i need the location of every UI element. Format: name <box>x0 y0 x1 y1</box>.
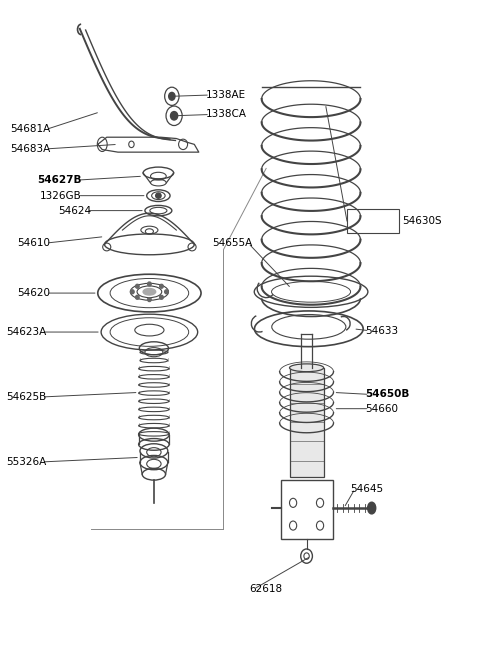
Ellipse shape <box>289 364 324 371</box>
Text: 54633: 54633 <box>365 326 398 336</box>
Text: 54620: 54620 <box>18 288 50 298</box>
Ellipse shape <box>135 284 139 288</box>
Text: 62618: 62618 <box>249 584 282 594</box>
FancyBboxPatch shape <box>289 367 324 477</box>
Ellipse shape <box>165 290 168 293</box>
Text: 54625B: 54625B <box>6 392 46 402</box>
Text: 54645: 54645 <box>350 483 384 494</box>
Ellipse shape <box>143 289 156 295</box>
Text: 54655A: 54655A <box>213 238 252 248</box>
Text: 55326A: 55326A <box>6 457 46 467</box>
Text: 1338CA: 1338CA <box>205 109 247 119</box>
Ellipse shape <box>368 502 376 514</box>
Text: 54681A: 54681A <box>11 124 50 134</box>
Ellipse shape <box>168 92 175 100</box>
Ellipse shape <box>135 295 139 299</box>
Text: 54624: 54624 <box>58 206 91 215</box>
Text: 54630S: 54630S <box>402 216 442 226</box>
Ellipse shape <box>160 295 163 299</box>
Text: 54610: 54610 <box>18 238 50 248</box>
Ellipse shape <box>148 297 151 301</box>
Ellipse shape <box>131 290 134 293</box>
Text: 1338AE: 1338AE <box>205 90 246 100</box>
Ellipse shape <box>156 193 161 198</box>
Text: 54623A: 54623A <box>6 327 46 337</box>
Ellipse shape <box>170 111 178 120</box>
Text: 54660: 54660 <box>365 403 398 414</box>
Text: 1326GB: 1326GB <box>40 191 82 200</box>
Ellipse shape <box>148 282 151 286</box>
Ellipse shape <box>160 284 163 288</box>
Text: 54650B: 54650B <box>365 389 409 400</box>
Text: 54627B: 54627B <box>37 175 82 185</box>
Text: 54683A: 54683A <box>11 144 50 154</box>
